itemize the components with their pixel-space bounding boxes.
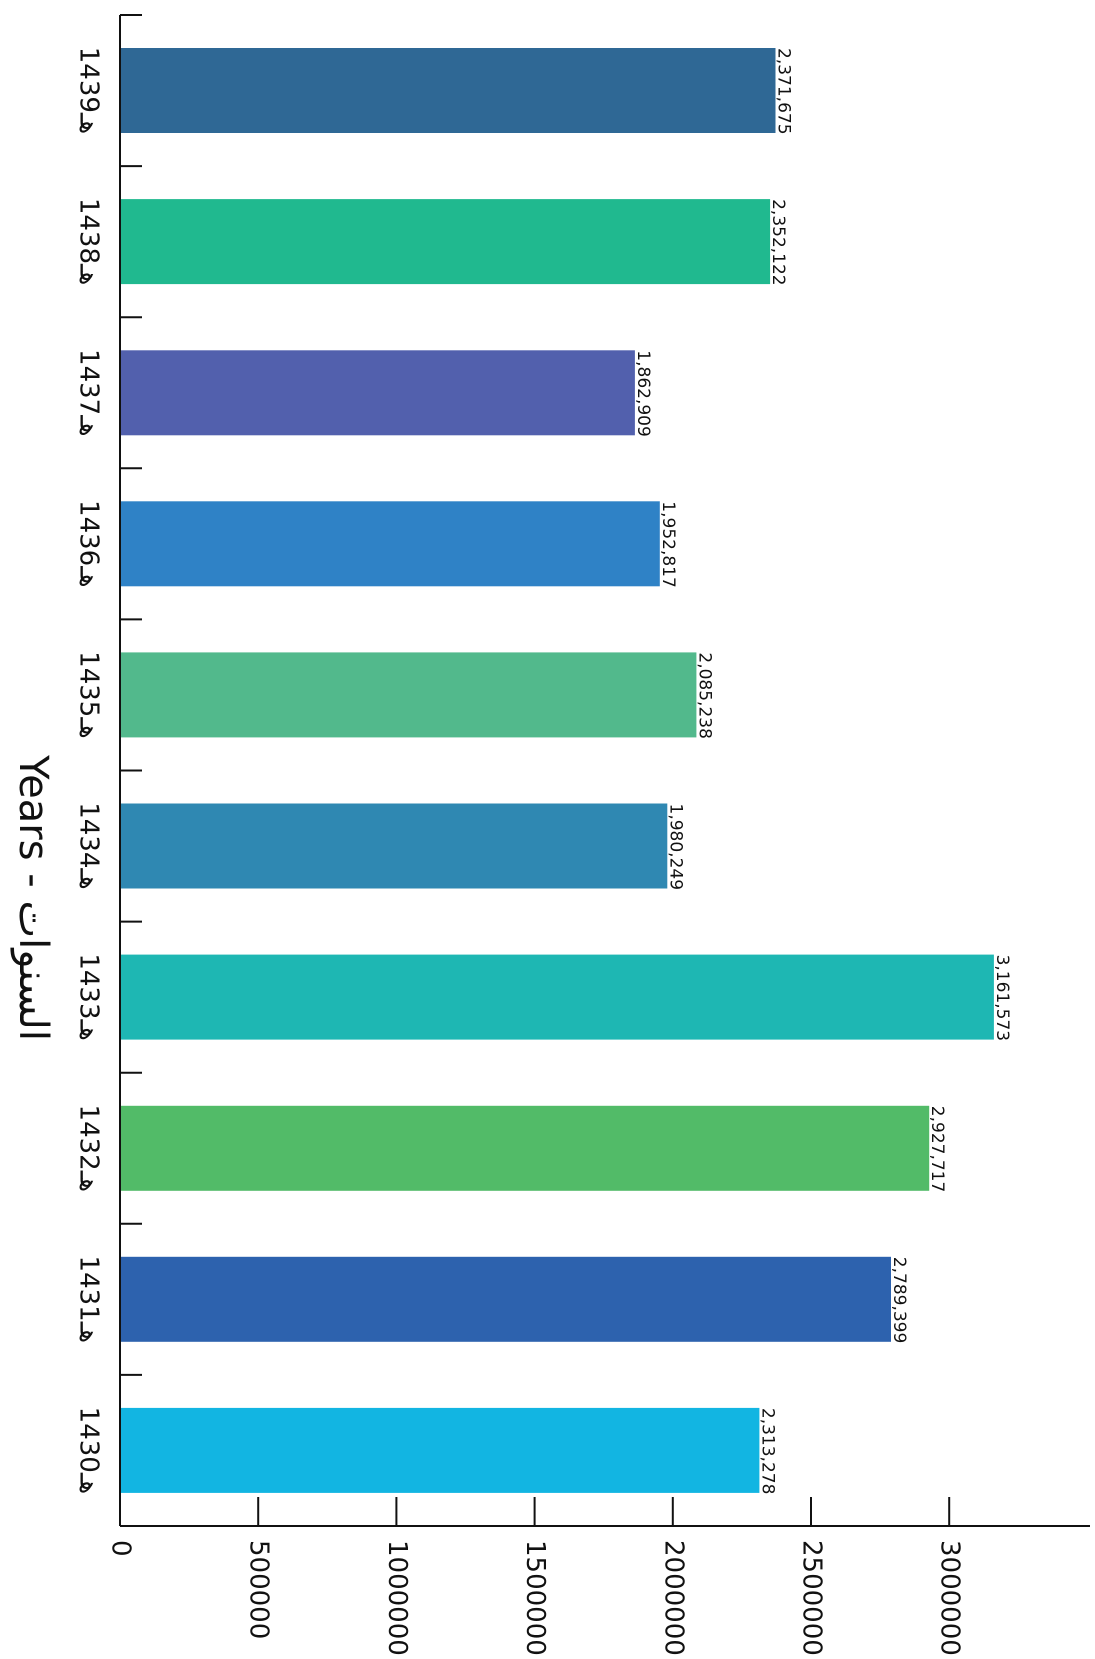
category-axis-title: السنوات - Years [10, 754, 56, 1041]
bar-0 [120, 1407, 760, 1493]
tick-label-3: 1500000 [520, 1540, 550, 1656]
bar-6 [120, 501, 660, 587]
tick-label-5: 2500000 [797, 1540, 827, 1656]
value-label-9: 2,371,675 [774, 48, 794, 135]
value-label-4: 1,980,249 [665, 804, 685, 891]
value-ticks-group [257, 1497, 951, 1526]
bar-4 [120, 803, 668, 889]
category-label-8: 1438هـ [74, 198, 104, 286]
category-label-6: 1436هـ [74, 500, 104, 588]
value-label-1: 2,789,399 [889, 1257, 909, 1344]
bar-1 [120, 1256, 891, 1342]
category-label-4: 1434هـ [74, 802, 104, 890]
bar-2 [120, 1105, 930, 1191]
bar-5 [120, 652, 697, 738]
bars-group [120, 48, 994, 1493]
tick-labels-group: 0 500000 1000000 1500000 2000000 2500000 30000… [106, 1540, 965, 1656]
bar-9 [120, 48, 776, 133]
category-label-5: 1435هـ [74, 651, 104, 739]
tick-label-2: 1000000 [382, 1540, 412, 1656]
value-label-7: 1,862,909 [633, 350, 653, 437]
value-label-0: 2,313,278 [757, 1408, 777, 1495]
category-ticks-group [120, 14, 142, 1527]
tick-label-0: 0 [106, 1540, 136, 1557]
tick-label-4: 2000000 [658, 1540, 688, 1656]
value-label-5: 2,085,238 [694, 652, 714, 739]
category-label-3: 1433هـ [74, 953, 104, 1041]
tick-label-6: 3000000 [935, 1540, 965, 1656]
bar-3 [120, 954, 994, 1040]
value-label-6: 1,952,817 [658, 501, 678, 588]
value-labels-group: 2,313,278 2,789,399 2,927,717 3,161,573 1,98… [633, 48, 1012, 1494]
bar-7 [120, 350, 635, 436]
category-labels-group: 1430هـ 1431هـ 1432هـ 1433هـ 1434هـ 1435هـ 1436… [74, 47, 104, 1494]
value-label-8: 2,352,122 [768, 199, 788, 286]
category-label-7: 1437هـ [74, 349, 104, 437]
category-label-1: 1431هـ [74, 1256, 104, 1344]
bar-8 [120, 199, 771, 285]
category-label-0: 1430هـ [74, 1407, 104, 1495]
category-label-9: 1439هـ [74, 47, 104, 135]
value-label-3: 3,161,573 [992, 955, 1012, 1042]
tick-label-1: 500000 [244, 1540, 274, 1639]
value-label-2: 2,927,717 [927, 1106, 947, 1193]
category-label-2: 1432هـ [74, 1105, 104, 1193]
